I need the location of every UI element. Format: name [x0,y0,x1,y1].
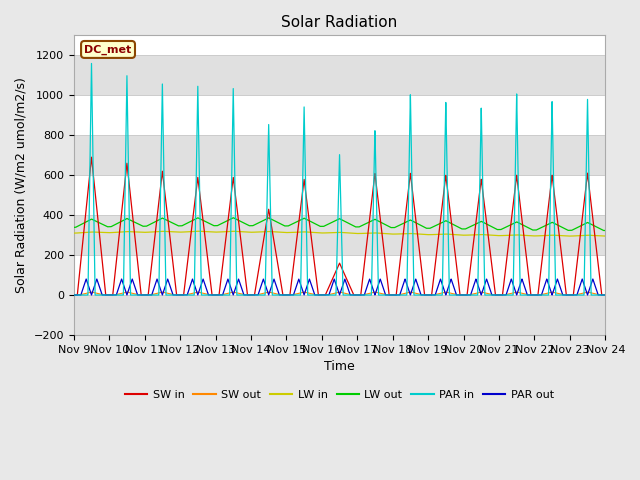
Text: DC_met: DC_met [84,44,132,55]
Bar [74,55,605,95]
Bar [74,215,605,255]
Bar [74,135,605,175]
Legend: SW in, SW out, LW in, LW out, PAR in, PAR out: SW in, SW out, LW in, LW out, PAR in, PA… [120,385,559,404]
X-axis label: Time: Time [324,360,355,373]
Title: Solar Radiation: Solar Radiation [282,15,397,30]
Y-axis label: Solar Radiation (W/m2 umol/m2/s): Solar Radiation (W/m2 umol/m2/s) [15,77,28,293]
Bar [74,295,605,335]
